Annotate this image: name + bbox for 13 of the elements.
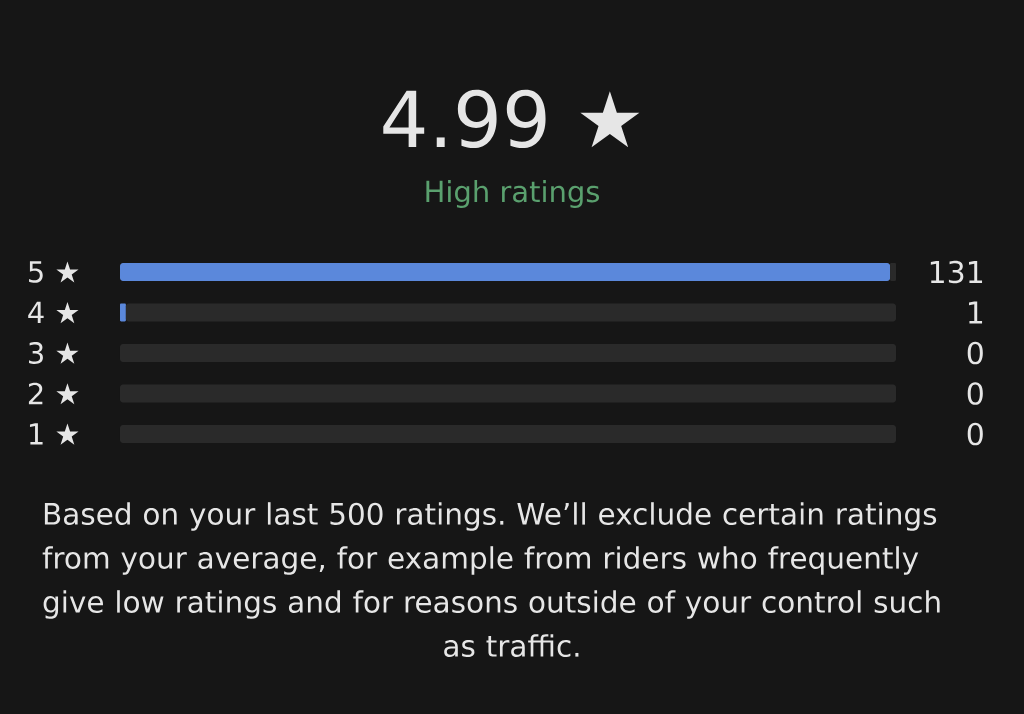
chart-title: 4.99 ★: [383, 89, 640, 149]
text: Based on your last 500 ratings. We’ll exclude certain ratings from your average, for example from riders who frequently give low ratings and for reasons outside of your control such as traffic.: [42, 502, 940, 658]
data-label: 1: [969, 301, 983, 324]
data-label: 0: [967, 382, 983, 405]
y-tick-label: 5 ★: [29, 261, 79, 283]
data-label: 131: [930, 260, 983, 284]
y-tick-label: 1 ★: [29, 423, 79, 445]
y-tick-label: 3 ★: [29, 342, 79, 364]
y-tick-label: 2 ★: [28, 382, 79, 405]
data-label: 0: [967, 341, 983, 365]
data-label: 0: [967, 422, 983, 446]
chart-subtitle: High ratings: [426, 179, 600, 209]
y-tick-label: 4 ★: [28, 301, 79, 324]
